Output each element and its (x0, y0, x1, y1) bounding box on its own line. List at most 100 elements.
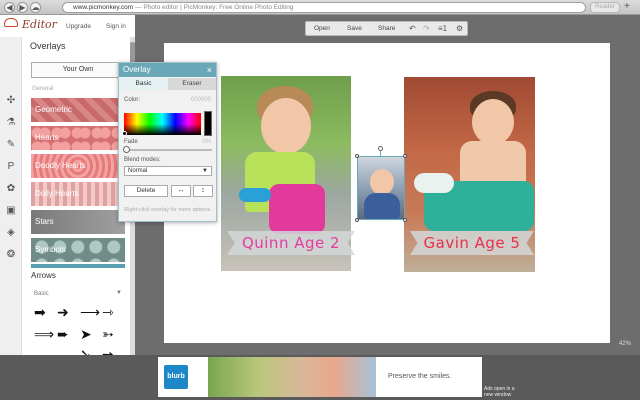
caption-quinn[interactable]: Quinn Age 2 (227, 231, 355, 255)
blend-modes-label: Blend modes: (124, 157, 161, 163)
face-shape (261, 98, 311, 154)
rotate-handle[interactable] (378, 146, 383, 151)
toy-handle-shape (239, 188, 271, 202)
category-hearts[interactable]: Hearts (31, 126, 125, 150)
gear-icon[interactable]: ⚙ (456, 24, 464, 33)
tab-basic[interactable]: Basic (119, 78, 168, 90)
tool-rail: ✣ ⚗ ✎ P ✿ ▣ ◈ ❂ (0, 37, 22, 355)
shirt-shape (364, 193, 400, 219)
panel-scroll-thumb[interactable] (130, 42, 135, 64)
forward-icon: ▶ (19, 3, 26, 12)
monkey-logo-icon (4, 18, 18, 27)
ad-banner[interactable]: blurb Preserve the smiles. (158, 357, 482, 397)
fade-slider-knob[interactable] (123, 146, 130, 153)
address-bar[interactable]: www.picmonkey.com — Photo editor | PicMo… (62, 2, 586, 13)
rotate-line (380, 150, 381, 156)
overlay-hint-text: Right-click overlay for more options. (124, 207, 212, 213)
flip-vertical-button[interactable]: ↕ (193, 185, 213, 197)
flip-vertical-icon: ↕ (201, 187, 205, 194)
arrow-overlay-10[interactable]: ➙ (102, 346, 114, 355)
forward-button[interactable]: ▶ (17, 2, 28, 13)
blend-mode-value: Normal (128, 168, 148, 174)
arrow-overlay-9[interactable]: ➘ (80, 346, 92, 355)
category-geometric[interactable]: Geometric (31, 98, 125, 122)
back-button[interactable]: ◀ (4, 2, 15, 13)
redo-icon[interactable]: ↷ (423, 24, 430, 33)
basic-collapse-icon[interactable]: ▼ (116, 290, 122, 296)
flip-horizontal-button[interactable]: ↔ (171, 185, 191, 197)
flask-icon[interactable]: ⚗ (6, 117, 16, 128)
ad-photo (208, 357, 376, 397)
chevron-down-icon: ▼ (202, 168, 208, 174)
caption-gavin[interactable]: Gavin Age 5 (410, 231, 534, 255)
resize-handle-bl[interactable] (355, 218, 359, 222)
toy-shape (269, 184, 325, 234)
frame-icon[interactable]: ▣ (6, 205, 16, 216)
arrow-overlay-8[interactable]: ➳ (102, 326, 114, 342)
share-browser-button[interactable]: ☁ (30, 2, 41, 13)
undo-icon[interactable]: ↶ (409, 24, 416, 33)
resize-handle-br[interactable] (403, 218, 407, 222)
editor-toolbar: Open Save Share ↶ ↷ ≡1 ⚙ (305, 21, 468, 36)
face-shape (472, 99, 514, 145)
signin-link[interactable]: Sign in (106, 23, 126, 30)
category-symbols[interactable]: Symbols (31, 238, 125, 262)
open-button[interactable]: Open (314, 25, 330, 32)
close-icon[interactable]: × (206, 65, 212, 75)
fade-value: 0% (202, 139, 211, 145)
ad-note: Ads open in a new window (484, 386, 515, 398)
arrow-overlay-5[interactable]: ⟹ (34, 326, 55, 342)
face-shape (370, 169, 394, 195)
section-general-label: General (32, 86, 54, 92)
category-stars[interactable]: Stars (31, 210, 125, 234)
app-header: Editor Upgrade Sign in (0, 15, 135, 37)
color-hex-value[interactable]: 000000 (190, 97, 211, 103)
category-strip (31, 264, 125, 268)
browser-chrome: ◀ ▶ ☁ www.picmonkey.com — Photo editor |… (0, 0, 640, 15)
texture-icon[interactable]: ◈ (7, 227, 15, 238)
panel-title: Overlays (30, 41, 66, 51)
layers-icon[interactable]: ≡1 (438, 24, 448, 33)
crop-icon[interactable]: ✣ (6, 95, 16, 106)
back-icon: ◀ (6, 3, 13, 12)
color-swatch (204, 111, 212, 136)
pumpkin-icon[interactable]: ❂ (6, 249, 16, 260)
delete-overlay-button[interactable]: Delete (124, 185, 168, 197)
arrow-overlay-6[interactable]: ➨ (57, 326, 69, 342)
url-host: www.picmonkey.com (73, 4, 134, 11)
arrows-title: Arrows (31, 271, 56, 280)
new-tab-button[interactable]: + (624, 1, 630, 12)
page-title: Photo editor | PicMonkey: Free Online Ph… (143, 4, 294, 11)
zoom-level: 42% (619, 341, 632, 347)
arrow-overlay-3[interactable]: ⟶ (80, 304, 101, 320)
arrow-overlay-1[interactable]: ➡ (34, 304, 46, 320)
selected-overlay-photo[interactable] (357, 156, 405, 220)
your-own-button[interactable]: Your Own (31, 62, 125, 78)
butterfly-icon[interactable]: ✿ (6, 183, 16, 194)
share-button[interactable]: Share (378, 25, 396, 32)
upgrade-link[interactable]: Upgrade (66, 23, 91, 30)
color-spectrum[interactable] (124, 113, 201, 135)
brush-icon[interactable]: ✎ (6, 139, 16, 150)
tab-eraser[interactable]: Eraser (168, 78, 216, 90)
text-icon[interactable]: P (7, 161, 15, 172)
resize-handle-tl[interactable] (355, 154, 359, 158)
basic-label: Basic (34, 291, 49, 297)
overlay-dialog-header[interactable]: Overlay × (119, 63, 216, 77)
leg-shape (414, 173, 454, 193)
ad-tagline: Preserve the smiles. (388, 373, 452, 380)
resize-handle-tr[interactable] (403, 154, 407, 158)
arrow-overlay-2[interactable]: ➜ (57, 304, 69, 320)
blend-mode-select[interactable]: Normal ▼ (124, 166, 212, 176)
blurb-logo: blurb (164, 365, 188, 389)
arrow-overlay-4[interactable]: ⇾ (102, 304, 114, 320)
cloud-icon: ☁ (31, 3, 40, 12)
arrow-overlay-7[interactable]: ➤ (80, 326, 92, 342)
reader-button[interactable]: Reader (590, 2, 620, 13)
save-button[interactable]: Save (347, 25, 362, 32)
category-doily-hearts[interactable]: Doily Hearts (31, 182, 125, 206)
fade-slider[interactable] (124, 149, 212, 151)
editor-logo[interactable]: Editor (22, 18, 57, 31)
category-doodly-hearts[interactable]: Doodly Hearts (31, 154, 125, 178)
color-picker-marker[interactable] (122, 131, 127, 136)
